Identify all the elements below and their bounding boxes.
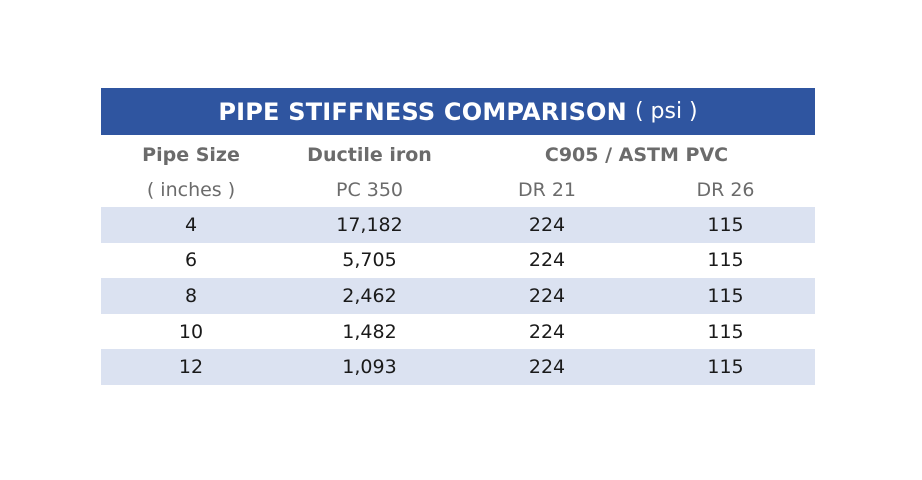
cell-ductile-iron: 2,462	[342, 284, 397, 307]
header-row-subtitles: ( inches ) PC 350 DR 21 DR 26	[101, 173, 815, 207]
cell-dr26: 115	[707, 356, 744, 379]
cell-pipe-size: 12	[178, 356, 204, 379]
cell-dr21: 224	[528, 320, 566, 343]
cell-dr26: 115	[707, 249, 744, 272]
cell-dr26: 115	[707, 213, 744, 236]
header-row-titles: Pipe Size Ductile iron C905 / ASTM PVC	[101, 137, 815, 173]
cell-ductile-iron: 5,705	[342, 249, 397, 272]
stiffness-table: PIPE STIFFNESS COMPARISON ( psi ) Pipe S…	[101, 88, 815, 385]
cell-ductile-iron: 1,482	[342, 320, 397, 343]
header-dr26: DR 26	[696, 179, 755, 201]
table-row: 10 1,482 224 115	[101, 314, 815, 350]
header-pc350: PC 350	[335, 179, 404, 201]
header-pipe-size: Pipe Size	[142, 144, 240, 166]
cell-pipe-size: 10	[178, 320, 204, 343]
table-row: 8 2,462 224 115	[101, 278, 815, 314]
table-row: 12 1,093 224 115	[101, 349, 815, 385]
header-pvc-group: C905 / ASTM PVC	[544, 144, 729, 166]
cell-ductile-iron: 1,093	[342, 356, 397, 379]
header-ductile-iron: Ductile iron	[307, 144, 432, 166]
header-units-inches: ( inches )	[146, 179, 236, 201]
cell-dr26: 115	[707, 284, 744, 307]
table-title-unit: ( psi )	[634, 99, 698, 124]
cell-pipe-size: 4	[184, 213, 198, 236]
cell-dr21: 224	[528, 213, 566, 236]
table-title: PIPE STIFFNESS COMPARISON	[218, 97, 627, 126]
cell-pipe-size: 6	[184, 249, 198, 272]
cell-dr21: 224	[528, 249, 566, 272]
table-title-bar: PIPE STIFFNESS COMPARISON ( psi )	[101, 88, 815, 135]
table-row: 6 5,705 224 115	[101, 243, 815, 279]
table-row: 4 17,182 224 115	[101, 207, 815, 243]
header-dr21: DR 21	[517, 179, 577, 201]
cell-pipe-size: 8	[184, 284, 198, 307]
cell-dr26: 115	[707, 320, 744, 343]
cell-dr21: 224	[528, 356, 566, 379]
cell-dr21: 224	[528, 284, 566, 307]
cell-ductile-iron: 17,182	[336, 213, 403, 236]
